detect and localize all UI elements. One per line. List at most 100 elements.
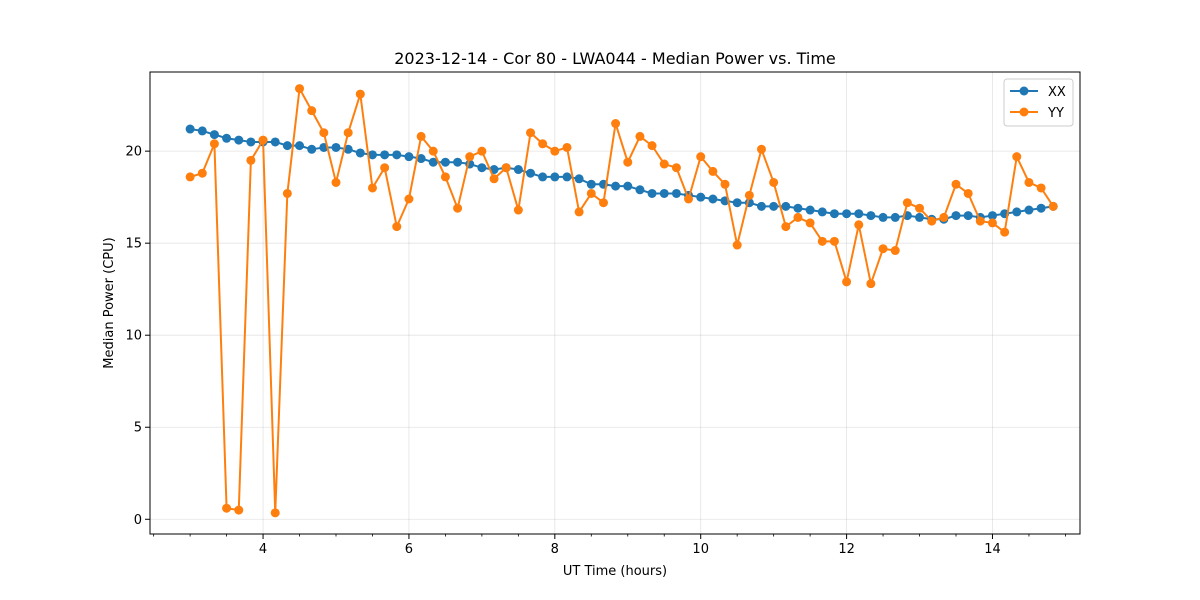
data-point-xx [282, 141, 292, 151]
data-point-yy [963, 188, 973, 198]
data-point-yy [477, 146, 487, 156]
data-point-xx [623, 181, 633, 191]
data-point-yy [307, 106, 317, 116]
legend-label-yy: YY [1047, 106, 1064, 121]
data-point-xx [659, 188, 669, 198]
data-point-xx [440, 157, 450, 167]
data-point-xx [380, 150, 390, 160]
data-point-yy [574, 207, 584, 217]
data-point-yy [209, 139, 219, 149]
data-point-yy [428, 146, 438, 156]
x-tick-label: 12 [838, 542, 855, 557]
data-point-yy [380, 163, 390, 173]
data-point-xx [367, 150, 377, 160]
data-point-yy [562, 142, 572, 152]
x-tick-label: 4 [259, 542, 267, 557]
data-point-xx [963, 211, 973, 221]
data-point-xx [696, 192, 706, 202]
data-point-xx [343, 144, 353, 154]
data-point-yy [635, 131, 645, 141]
data-point-yy [951, 179, 961, 189]
chart-title: 2023-12-14 - Cor 80 - LWA044 - Median Po… [394, 49, 836, 68]
data-point-yy [586, 188, 596, 198]
data-point-yy [659, 159, 669, 169]
data-point-yy [234, 505, 244, 515]
data-point-xx [756, 201, 766, 211]
y-axis-label: Median Power (CPU) [102, 237, 117, 368]
data-point-xx [866, 211, 876, 221]
data-point-yy [805, 218, 815, 228]
data-point-yy [489, 174, 499, 184]
data-point-yy [343, 128, 353, 138]
data-point-xx [1024, 205, 1034, 215]
data-point-xx [392, 150, 402, 160]
data-point-xx [295, 141, 305, 151]
data-point-yy [975, 216, 985, 226]
data-point-xx [197, 126, 207, 136]
legend-marker-yy [1019, 107, 1029, 117]
data-point-yy [440, 172, 450, 182]
data-point-yy [367, 183, 377, 193]
data-point-yy [295, 84, 305, 94]
data-point-xx [185, 124, 195, 134]
data-point-yy [355, 89, 365, 99]
y-tick-label: 15 [125, 237, 142, 252]
series-layer [185, 84, 1058, 518]
data-point-yy [744, 190, 754, 200]
data-point-xx [222, 133, 232, 143]
data-point-yy [647, 141, 657, 151]
y-tick-label: 10 [125, 329, 142, 344]
data-point-yy [319, 128, 329, 138]
data-point-yy [598, 198, 608, 208]
data-point-yy [513, 205, 523, 215]
data-point-xx [550, 172, 560, 182]
data-point-yy [769, 177, 779, 187]
data-point-yy [708, 166, 718, 176]
data-point-xx [829, 209, 839, 219]
data-point-xx [404, 152, 414, 162]
data-point-xx [513, 165, 523, 175]
data-point-yy [987, 218, 997, 228]
data-point-yy [222, 503, 232, 513]
data-point-xx [574, 174, 584, 184]
plot-area [150, 72, 1080, 534]
data-point-yy [927, 216, 937, 226]
data-point-xx [586, 179, 596, 189]
data-point-xx [769, 201, 779, 211]
data-point-yy [1036, 183, 1046, 193]
data-point-xx [355, 148, 365, 158]
data-point-yy [270, 508, 280, 518]
data-point-xx [817, 207, 827, 217]
data-point-xx [915, 212, 925, 222]
data-point-xx [732, 198, 742, 208]
data-point-xx [526, 168, 536, 178]
legend-label-xx: XX [1048, 85, 1066, 100]
x-tick-label: 8 [551, 542, 559, 557]
data-point-xx [878, 212, 888, 222]
data-point-yy [1000, 227, 1010, 237]
data-point-yy [902, 198, 912, 208]
series-yy [185, 84, 1058, 518]
data-point-yy [392, 222, 402, 232]
data-point-yy [854, 220, 864, 230]
data-point-xx [453, 157, 463, 167]
data-point-yy [793, 212, 803, 222]
data-point-xx [1012, 207, 1022, 217]
data-point-yy [829, 236, 839, 246]
data-point-yy [817, 236, 827, 246]
data-point-yy [611, 119, 621, 129]
data-point-yy [282, 188, 292, 198]
x-axis-label: UT Time (hours) [563, 564, 667, 579]
data-point-yy [696, 152, 706, 162]
data-point-xx [671, 188, 681, 198]
data-point-yy [1012, 152, 1022, 162]
data-point-yy [465, 152, 475, 162]
y-tick-label: 0 [134, 513, 142, 528]
y-tick-label: 5 [134, 421, 142, 436]
data-point-yy [258, 135, 268, 145]
data-point-xx [538, 172, 548, 182]
data-point-yy [684, 194, 694, 204]
x-tick-label: 10 [692, 542, 709, 557]
data-point-yy [623, 157, 633, 167]
data-point-xx [805, 205, 815, 215]
